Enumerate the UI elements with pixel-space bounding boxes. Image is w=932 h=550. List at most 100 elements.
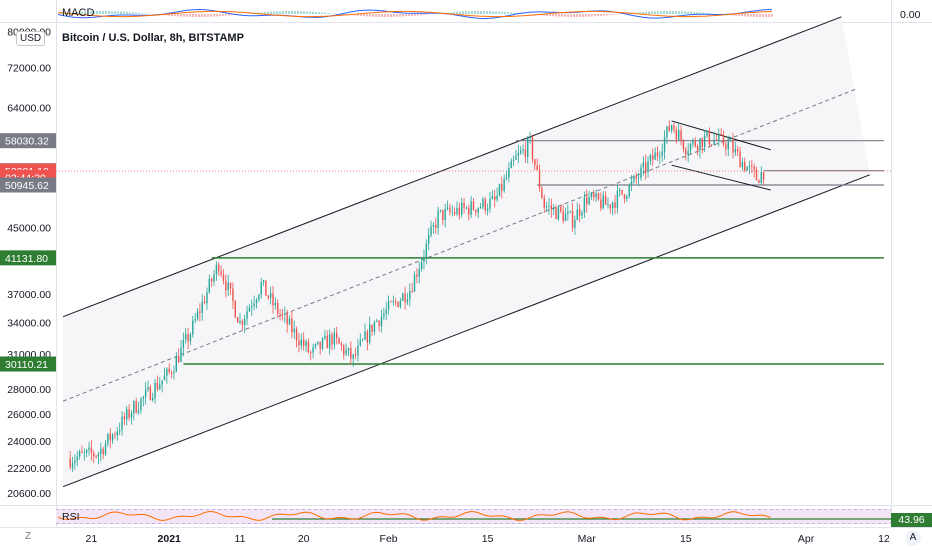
candle-body [699, 138, 701, 151]
candle-body [189, 334, 192, 342]
candle-body [468, 207, 470, 215]
candle-body [668, 126, 670, 131]
candle-body [326, 335, 328, 349]
candle-body [550, 205, 553, 210]
candle-body [258, 294, 260, 300]
candle-body [708, 130, 711, 145]
y-tick-label: 20600.00 [7, 488, 51, 500]
candle-body [369, 324, 371, 343]
macd-signal-line [57, 10, 773, 18]
candle-body [409, 290, 411, 300]
candle-body [725, 144, 727, 150]
candle-body [460, 202, 463, 215]
candle-body [359, 340, 361, 346]
candle-body [376, 320, 378, 322]
candle-body [130, 413, 133, 418]
candle-body [260, 282, 262, 295]
candle-body [218, 264, 220, 272]
y-tick-label: 28000.00 [7, 384, 51, 396]
candle-body [352, 354, 354, 359]
candle-body [442, 209, 444, 221]
candle-body [560, 206, 562, 211]
rsi-label[interactable]: RSI [62, 511, 80, 523]
candle-body [345, 350, 347, 355]
timezone-icon[interactable]: Z [25, 531, 32, 542]
candle-body [555, 207, 557, 220]
candle-body [578, 209, 581, 216]
candle-body [402, 293, 404, 301]
candle-body [163, 375, 166, 381]
candle-body [83, 452, 86, 454]
candle-body [100, 448, 102, 454]
x-tick-label: Mar [578, 533, 597, 545]
candle-body [678, 130, 680, 140]
candle-body [600, 199, 602, 209]
candle-body [739, 151, 741, 168]
candle-body [696, 146, 699, 151]
candle-body [182, 339, 185, 348]
candle-body [144, 389, 147, 397]
candle-body [220, 271, 222, 275]
candle-body [711, 144, 713, 146]
candle-body [350, 348, 352, 359]
price-chip-label: 50945.62 [5, 180, 49, 192]
x-tick-label: Apr [798, 533, 815, 545]
candle-body [149, 386, 152, 400]
candle-body [227, 282, 229, 291]
candle-body [173, 372, 175, 374]
candle-body [253, 303, 255, 307]
candle-body [654, 152, 656, 160]
candle-body [392, 301, 395, 302]
candle-body [675, 129, 678, 140]
candle-body [703, 135, 706, 148]
candles [69, 120, 765, 472]
candle-body [201, 301, 203, 313]
candle-body [512, 159, 515, 161]
y-tick-label: 26000.00 [7, 409, 51, 421]
candle-body [720, 134, 722, 135]
candle-body [522, 149, 524, 151]
candle-body [274, 302, 277, 306]
candle-body [609, 204, 612, 209]
candle-body [538, 169, 541, 189]
candle-body [685, 149, 687, 155]
candle-body [361, 339, 364, 341]
candle-body [548, 205, 550, 207]
currency-badge[interactable]: USD [16, 31, 46, 46]
y-tick-label: 22200.00 [7, 463, 51, 475]
candle-body [272, 293, 274, 306]
candle-body [317, 341, 319, 345]
candle-body [446, 207, 449, 210]
macd-value: 0.00 [900, 9, 921, 21]
candle-body [689, 143, 692, 152]
candle-body [107, 433, 109, 444]
candle-body [118, 430, 121, 432]
macd-line [57, 8, 772, 20]
candle-body [439, 209, 442, 211]
candle-body [642, 162, 645, 168]
candle-body [519, 150, 522, 153]
y-tick-label: 72000.00 [7, 62, 51, 74]
candle-body [255, 299, 258, 304]
candle-body [470, 201, 472, 215]
candle-body [394, 301, 397, 302]
candle-body [300, 339, 303, 346]
candle-body [666, 126, 668, 138]
candle-body [644, 162, 647, 172]
candle-body [192, 320, 194, 335]
auto-scale-icon[interactable]: A [905, 530, 921, 546]
chart-title: Bitcoin / U.S. Dollar, 8h, BITSTAMP [62, 32, 244, 44]
macd-label[interactable]: MACD [62, 7, 95, 19]
candle-body [208, 278, 211, 293]
candle-body [140, 398, 142, 411]
candle-body [343, 345, 345, 355]
candle-body [458, 207, 461, 215]
candle-body [411, 290, 413, 292]
candle-body [69, 458, 71, 468]
candle-body [576, 209, 578, 221]
candle-body [194, 319, 196, 321]
price-chip [0, 177, 56, 193]
candle-body [569, 210, 571, 212]
candle-body [156, 382, 159, 390]
